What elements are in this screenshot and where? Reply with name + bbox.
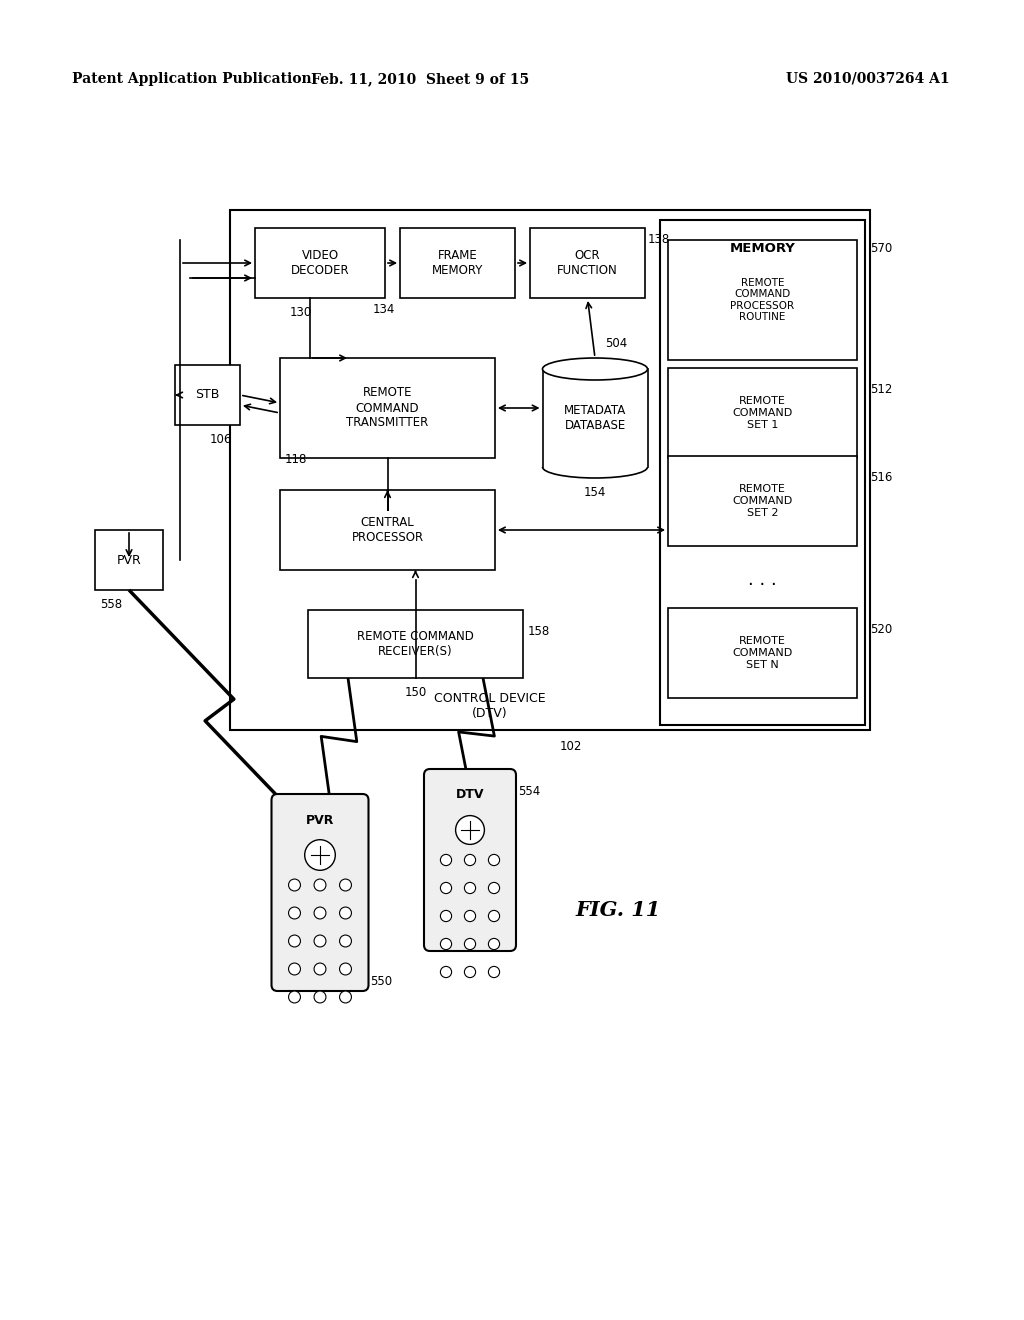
Text: 504: 504 [605, 337, 628, 350]
Text: PVR: PVR [117, 553, 141, 566]
FancyBboxPatch shape [271, 795, 369, 991]
Text: STB: STB [196, 388, 220, 401]
Bar [280, 490, 495, 570]
Text: 150: 150 [404, 686, 427, 700]
Text: 550: 550 [371, 975, 392, 987]
FancyBboxPatch shape [424, 770, 516, 950]
Circle shape [488, 911, 500, 921]
Circle shape [289, 907, 300, 919]
Text: 102: 102 [560, 741, 583, 752]
Circle shape [340, 879, 351, 891]
Circle shape [440, 966, 452, 978]
Text: . . .: . . . [749, 572, 777, 589]
Bar [543, 455, 647, 467]
Circle shape [340, 935, 351, 946]
Text: REMOTE COMMAND
RECEIVER(S): REMOTE COMMAND RECEIVER(S) [357, 630, 474, 657]
Text: 138: 138 [648, 234, 671, 246]
Bar [230, 210, 870, 730]
Text: 118: 118 [285, 453, 307, 466]
Circle shape [314, 879, 326, 891]
Circle shape [465, 966, 475, 978]
Text: CONTROL DEVICE
(DTV): CONTROL DEVICE (DTV) [434, 692, 546, 719]
Text: DTV: DTV [456, 788, 484, 801]
Bar [668, 609, 857, 698]
Circle shape [440, 882, 452, 894]
Text: Feb. 11, 2010  Sheet 9 of 15: Feb. 11, 2010 Sheet 9 of 15 [311, 73, 529, 86]
Text: Patent Application Publication: Patent Application Publication [72, 73, 311, 86]
Circle shape [440, 939, 452, 949]
Circle shape [289, 964, 300, 975]
Circle shape [314, 964, 326, 975]
Bar [668, 240, 857, 360]
Circle shape [305, 840, 335, 870]
Text: 512: 512 [870, 383, 892, 396]
Circle shape [440, 854, 452, 866]
Text: METADATA
DATABASE: METADATA DATABASE [564, 404, 626, 432]
Circle shape [488, 939, 500, 949]
Text: PVR: PVR [306, 813, 334, 826]
Circle shape [289, 991, 300, 1003]
Text: 154: 154 [584, 486, 606, 499]
Text: 516: 516 [870, 471, 892, 484]
Circle shape [289, 935, 300, 946]
Circle shape [465, 854, 475, 866]
Circle shape [465, 911, 475, 921]
Text: VIDEO
DECODER: VIDEO DECODER [291, 249, 349, 277]
Text: 520: 520 [870, 623, 892, 636]
Text: 134: 134 [373, 304, 395, 315]
Circle shape [314, 907, 326, 919]
Bar [95, 531, 163, 590]
Bar [660, 220, 865, 725]
Circle shape [340, 907, 351, 919]
Circle shape [314, 935, 326, 946]
Circle shape [314, 991, 326, 1003]
Circle shape [340, 991, 351, 1003]
Circle shape [465, 939, 475, 949]
Text: 558: 558 [100, 598, 122, 611]
Text: REMOTE
COMMAND
PROCESSOR
ROUTINE: REMOTE COMMAND PROCESSOR ROUTINE [730, 277, 795, 322]
Circle shape [488, 966, 500, 978]
Text: REMOTE
COMMAND
SET 1: REMOTE COMMAND SET 1 [732, 396, 793, 429]
Circle shape [488, 882, 500, 894]
Ellipse shape [543, 358, 647, 380]
Text: CENTRAL
PROCESSOR: CENTRAL PROCESSOR [351, 516, 424, 544]
Text: REMOTE
COMMAND
SET 2: REMOTE COMMAND SET 2 [732, 484, 793, 517]
Text: REMOTE
COMMAND
TRANSMITTER: REMOTE COMMAND TRANSMITTER [346, 387, 429, 429]
Text: MEMORY: MEMORY [729, 242, 796, 255]
Bar [668, 455, 857, 546]
Bar [308, 610, 523, 678]
Text: 158: 158 [528, 624, 550, 638]
Text: 554: 554 [518, 785, 541, 799]
Bar [400, 228, 515, 298]
Bar [530, 228, 645, 298]
Text: 130: 130 [290, 306, 312, 319]
Bar [255, 228, 385, 298]
Bar [280, 358, 495, 458]
Circle shape [465, 882, 475, 894]
Text: OCR
FUNCTION: OCR FUNCTION [557, 249, 617, 277]
Circle shape [289, 879, 300, 891]
Circle shape [340, 964, 351, 975]
Text: 106: 106 [210, 433, 231, 446]
Circle shape [440, 911, 452, 921]
Text: FIG. 11: FIG. 11 [575, 900, 660, 920]
Text: REMOTE
COMMAND
SET N: REMOTE COMMAND SET N [732, 636, 793, 669]
Text: 570: 570 [870, 242, 892, 255]
Text: US 2010/0037264 A1: US 2010/0037264 A1 [786, 73, 950, 86]
Circle shape [456, 816, 484, 845]
Text: FRAME
MEMORY: FRAME MEMORY [432, 249, 483, 277]
Circle shape [488, 854, 500, 866]
Bar [175, 366, 240, 425]
Bar [668, 368, 857, 458]
